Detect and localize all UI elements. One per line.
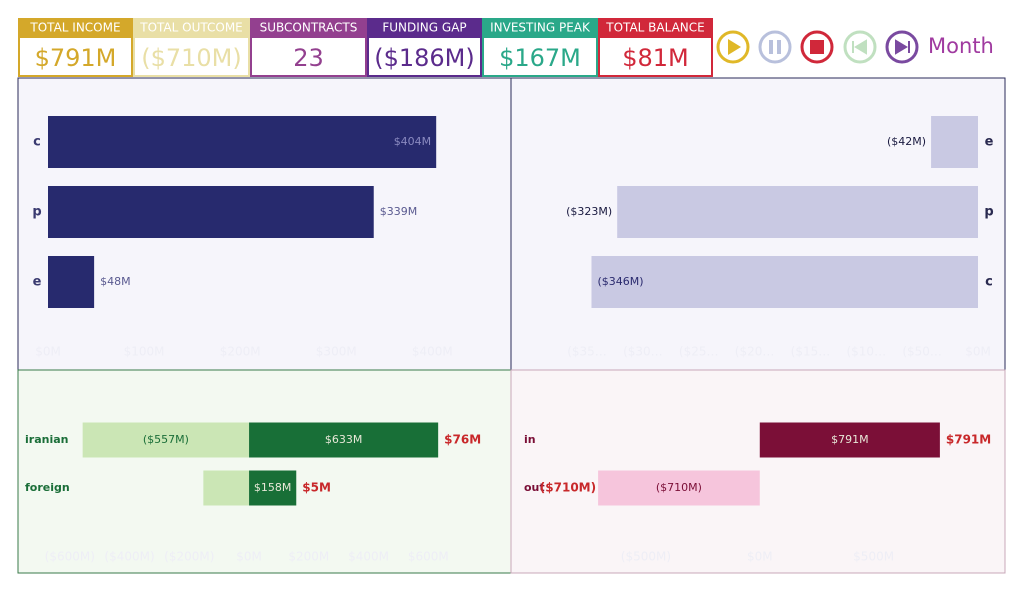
x-tick-label: $0M: [236, 550, 262, 564]
value-label: ($323M): [566, 205, 612, 218]
value-label: ($710M): [656, 481, 702, 494]
category-label: iranian: [25, 433, 68, 446]
total-label: $791M: [946, 433, 991, 447]
x-tick-label: ($35…: [567, 345, 607, 359]
bar: [249, 470, 297, 506]
kpi-value: ($186M): [374, 44, 475, 72]
value-label: ($346M): [597, 275, 643, 288]
x-tick-label: ($500M): [621, 550, 671, 564]
x-tick-label: ($200M): [164, 550, 214, 564]
kpi-box: [482, 36, 598, 77]
bar: [591, 256, 978, 308]
x-tick-label: ($50…: [902, 345, 942, 359]
kpi-label: TOTAL INCOME: [29, 21, 120, 35]
category-label: out: [524, 481, 545, 494]
x-tick-label: $200M: [288, 550, 329, 564]
kpi-header: [598, 18, 713, 37]
category-label: c: [985, 275, 993, 290]
kpi-value: $791M: [35, 44, 117, 72]
x-tick-label: ($30…: [623, 345, 663, 359]
category-label: c: [33, 135, 41, 150]
total-label: ($710M): [540, 481, 596, 495]
x-tick-label: ($15…: [791, 345, 831, 359]
kpi-header: [133, 18, 250, 37]
x-tick-label: $400M: [412, 345, 453, 359]
value-label: $791M: [831, 433, 869, 446]
category-label: p: [32, 205, 41, 220]
x-tick-label: $600M: [408, 550, 449, 564]
kpi-header: [482, 18, 598, 37]
kpi-label: FUNDING GAP: [382, 21, 466, 35]
total-label: $5M: [302, 481, 331, 495]
bar: [617, 186, 978, 238]
x-tick-label: ($20…: [735, 345, 775, 359]
kpi-header: [250, 18, 367, 37]
value-label: $339M: [380, 205, 418, 218]
bar: [48, 116, 437, 168]
kpi-value: $81M: [622, 44, 689, 72]
x-tick-label: ($25…: [679, 345, 719, 359]
bar: [759, 422, 940, 458]
kpi-header: [18, 18, 133, 37]
x-tick-label: ($600M): [45, 550, 95, 564]
stop-button[interactable]: [800, 30, 834, 64]
kpi-label: SUBCONTRACTS: [260, 21, 358, 35]
value-label: $158M: [254, 481, 292, 494]
value-label: ($557M): [143, 433, 189, 446]
x-tick-label: $0M: [35, 345, 61, 359]
kpi-label: INVESTING PEAK: [490, 21, 591, 35]
bar: [203, 470, 250, 506]
value-label: $633M: [325, 433, 363, 446]
back-button[interactable]: [843, 30, 877, 64]
kpi-value: ($710M): [141, 44, 242, 72]
x-tick-label: ($400M): [104, 550, 154, 564]
category-label: foreign: [25, 481, 70, 494]
pause-button[interactable]: [758, 30, 792, 64]
kpi-box: [367, 36, 482, 77]
x-tick-label: ($10…: [846, 345, 886, 359]
bar: [82, 422, 250, 458]
value-label: $404M: [394, 135, 432, 148]
kpi-label: TOTAL OUTCOME: [139, 21, 243, 35]
kpi-value: 23: [293, 44, 324, 72]
x-tick-label: $500M: [853, 550, 894, 564]
value-label: ($42M): [887, 135, 926, 148]
period-selector[interactable]: Month: [928, 34, 994, 58]
x-tick-label: $100M: [124, 345, 165, 359]
kpi-box: [598, 36, 713, 77]
kpi-box: [18, 36, 133, 77]
x-tick-label: $400M: [348, 550, 389, 564]
total-label: $76M: [444, 433, 481, 447]
forward-button[interactable]: [885, 30, 919, 64]
kpi-box: [250, 36, 367, 77]
x-tick-label: $0M: [747, 550, 773, 564]
bar: [48, 256, 95, 308]
category-label: e: [985, 135, 994, 150]
x-tick-label: $200M: [220, 345, 261, 359]
category-label: in: [524, 433, 536, 446]
x-tick-label: $0M: [965, 345, 991, 359]
category-label: e: [33, 275, 42, 290]
x-tick-label: $300M: [316, 345, 357, 359]
value-label: $48M: [100, 275, 130, 288]
bar: [931, 116, 978, 168]
bar: [598, 470, 760, 506]
kpi-label: TOTAL BALANCE: [605, 21, 704, 35]
category-label: p: [984, 205, 993, 220]
play-button[interactable]: [716, 30, 750, 64]
kpi-header: [367, 18, 482, 37]
kpi-value: $167M: [499, 44, 581, 72]
bar: [249, 422, 439, 458]
kpi-box: [133, 36, 250, 77]
bar: [48, 186, 374, 238]
